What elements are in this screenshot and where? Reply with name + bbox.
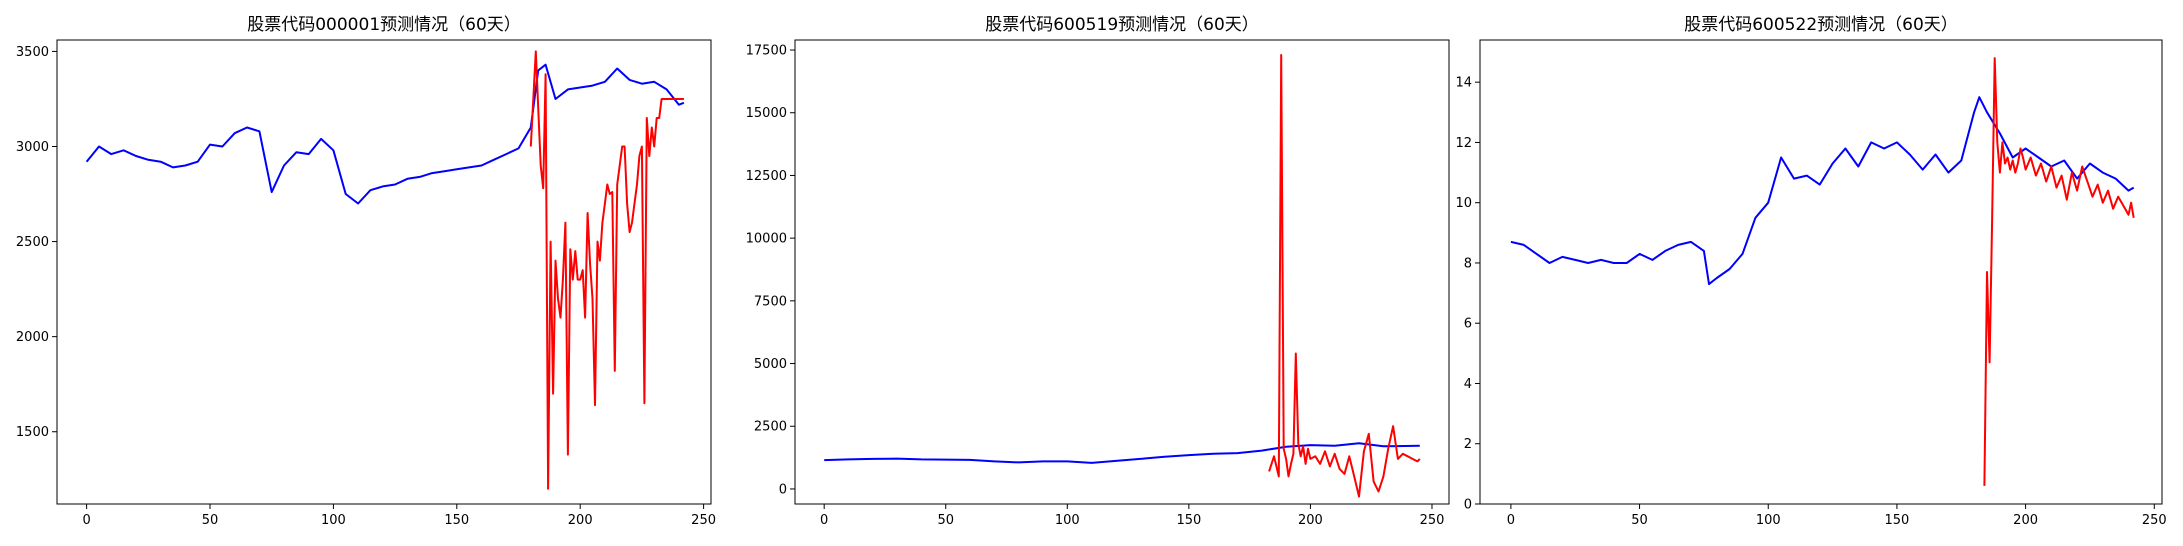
- y-tick-label: 0: [779, 482, 787, 497]
- chart-panel-600519: 股票代码600519预测情况（60天）0 50 100 150 200 250025005…: [746, 15, 1450, 528]
- y-tick-label: 4: [1464, 377, 1472, 392]
- x-tick-label: 200: [1298, 513, 1323, 528]
- x-tick-label: 0: [82, 513, 90, 528]
- y-tick-label: 7500: [754, 294, 787, 309]
- x-tick-label: 200: [568, 513, 593, 528]
- plot-frame: [1479, 39, 2163, 505]
- y-tick-label: 5000: [754, 357, 787, 372]
- y-tick-label: 2500: [754, 420, 787, 435]
- x-tick-label: 150: [1885, 513, 1910, 528]
- y-tick-label: 6: [1464, 317, 1472, 332]
- series-line-actual: [824, 442, 1420, 464]
- x-tick-label: 50: [202, 513, 219, 528]
- x-tick-label: 250: [691, 513, 716, 528]
- series-line-predicted: [1268, 54, 1421, 498]
- y-tick-label: 14: [1455, 76, 1472, 91]
- y-tick-label: 2000: [16, 330, 49, 345]
- series-line-predicted: [1983, 57, 2135, 486]
- series-line-predicted: [529, 50, 684, 490]
- chart-title: 股票代码000001预测情况（60天）: [247, 15, 521, 35]
- x-tick-label: 100: [321, 513, 346, 528]
- x-tick-label: 100: [1055, 513, 1080, 528]
- chart-panel-000001: 股票代码000001预测情况（60天） 0 50 100 150 200 250 1500 20…: [16, 15, 716, 528]
- y-tick-label: 3500: [16, 45, 49, 60]
- x-tick-label: 0: [820, 513, 828, 528]
- plot-frame: [56, 39, 712, 505]
- y-tick-label: 8: [1464, 256, 1472, 271]
- x-tick-label: 200: [2013, 513, 2038, 528]
- x-tick-label: 0: [1507, 513, 1515, 528]
- chart-panel-600522: 股票代码600522预测情况（60天） 0 50 100 150 200 250 0 2 4 6 8 1…: [1455, 15, 2166, 528]
- chart-title: 股票代码600522预测情况（60天）: [1684, 15, 1958, 35]
- y-tick-label: 15000: [746, 106, 787, 121]
- x-tick-label: 150: [444, 513, 469, 528]
- y-tick-label: 1500: [16, 425, 49, 440]
- x-tick-label: 100: [1756, 513, 1781, 528]
- y-tick-label: 12: [1455, 136, 1472, 151]
- y-tick-label: 3000: [16, 140, 49, 155]
- y-tick-label: 10000: [746, 232, 787, 247]
- y-tick-label: 10: [1455, 196, 1472, 211]
- series-line-actual: [1510, 96, 2135, 286]
- y-tick-label: 0: [1464, 498, 1472, 513]
- x-tick-label: 250: [1420, 513, 1445, 528]
- y-tick-label: 2: [1464, 437, 1472, 452]
- x-tick-label: 150: [1176, 513, 1201, 528]
- plot-frame: [794, 39, 1450, 505]
- y-tick-label: 2500: [16, 235, 49, 250]
- x-tick-label: 50: [937, 513, 954, 528]
- y-tick-label: 17500: [746, 44, 787, 59]
- x-tick-label: 250: [2142, 513, 2167, 528]
- series-line-actual: [85, 63, 685, 205]
- chart-title: 股票代码600519预测情况（60天）: [985, 15, 1259, 35]
- x-tick-label: 50: [1631, 513, 1648, 528]
- y-tick-label: 12500: [746, 169, 787, 184]
